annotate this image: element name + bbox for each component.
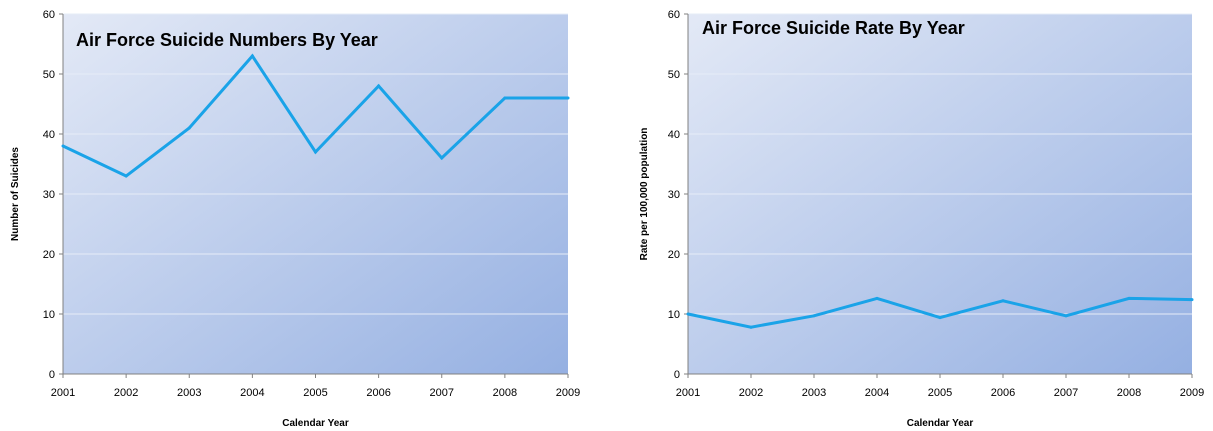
data-point xyxy=(503,96,507,100)
data-point xyxy=(938,316,942,320)
data-point xyxy=(61,144,65,148)
y-tick-label: 20 xyxy=(668,249,680,261)
data-point xyxy=(250,54,254,58)
y-tick-label: 0 xyxy=(674,369,680,381)
y-tick-label: 30 xyxy=(43,189,55,201)
data-point xyxy=(1190,298,1194,302)
chart-svg: 0 10 20 30 40 50 60 2001 2002 2003 2004 2005 2006 200… xyxy=(10,9,580,429)
data-point xyxy=(124,174,128,178)
data-point xyxy=(377,84,381,88)
x-tick-label: 2005 xyxy=(928,387,952,399)
x-axis-title: Calendar Year xyxy=(282,418,349,429)
chart-svg: 0 10 20 30 40 50 60 2001 2002 2003 2004 2005 2006 200… xyxy=(639,9,1204,429)
data-point xyxy=(440,156,444,160)
data-point xyxy=(314,150,317,154)
data-point xyxy=(566,96,570,100)
data-point xyxy=(187,126,191,130)
data-point xyxy=(1001,299,1005,303)
data-point xyxy=(1064,314,1068,318)
x-tick-label: 2007 xyxy=(430,387,454,399)
y-tick-label: 10 xyxy=(43,309,55,321)
x-tick-label: 2001 xyxy=(676,387,700,399)
y-axis-title: Number of Suicides xyxy=(10,147,21,241)
x-tick-label: 2009 xyxy=(556,387,580,399)
chart-title: Air Force Suicide Rate By Year xyxy=(702,18,965,38)
x-tick-label: 2003 xyxy=(802,387,826,399)
x-tick-label: 2007 xyxy=(1054,387,1078,399)
x-tick-label: 2008 xyxy=(1117,387,1141,399)
y-tick-label: 10 xyxy=(668,309,680,321)
y-tick-label: 50 xyxy=(668,69,680,81)
y-tick-label: 60 xyxy=(43,9,55,21)
x-tick-label: 2008 xyxy=(493,387,517,399)
data-point xyxy=(1127,296,1131,300)
y-axis-title: Rate per 100,000 population xyxy=(639,128,650,261)
y-tick-label: 40 xyxy=(43,129,55,141)
data-point xyxy=(749,325,753,329)
y-tick-label: 20 xyxy=(43,249,55,261)
x-axis-title: Calendar Year xyxy=(907,418,974,429)
y-tick-label: 50 xyxy=(43,69,55,81)
x-tick-label: 2009 xyxy=(1180,387,1204,399)
x-tick-label: 2002 xyxy=(114,387,138,399)
x-tick-label: 2004 xyxy=(240,387,264,399)
x-tick-label: 2002 xyxy=(739,387,763,399)
data-point xyxy=(812,314,816,318)
y-tick-label: 40 xyxy=(668,129,680,141)
suicide-rate-chart: 0 10 20 30 40 50 60 2001 2002 2003 2004 2005 2006 200… xyxy=(620,0,1213,431)
y-tick-label: 60 xyxy=(668,9,680,21)
y-tick-label: 30 xyxy=(668,189,680,201)
y-tick-label: 0 xyxy=(49,369,55,381)
x-tick-label: 2006 xyxy=(366,387,390,399)
x-tick-label: 2006 xyxy=(991,387,1015,399)
x-tick-label: 2003 xyxy=(177,387,201,399)
x-tick-label: 2004 xyxy=(865,387,889,399)
data-point xyxy=(875,296,879,300)
x-tick-label: 2001 xyxy=(51,387,75,399)
x-tick-label: 2005 xyxy=(303,387,327,399)
suicide-numbers-chart: 0 10 20 30 40 50 60 2001 2002 2003 2004 2005 2006 200… xyxy=(0,0,600,431)
chart-title: Air Force Suicide Numbers By Year xyxy=(76,30,378,50)
data-point xyxy=(686,312,690,316)
